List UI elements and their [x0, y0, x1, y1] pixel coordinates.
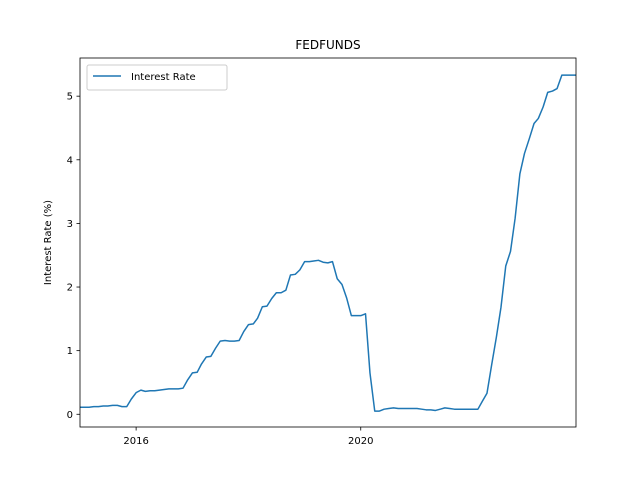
chart-title: FEDFUNDS — [295, 38, 360, 52]
legend-label: Interest Rate — [131, 72, 196, 83]
y-tick-label: 3 — [67, 219, 73, 230]
y-tick-label: 4 — [67, 155, 73, 166]
x-tick-label: 2020 — [348, 436, 373, 447]
y-axis-label: Interest Rate (%) — [43, 200, 54, 285]
y-tick-label: 1 — [67, 346, 73, 357]
series-line — [80, 74, 576, 412]
y-tick-label: 2 — [67, 283, 73, 294]
legend-box — [86, 64, 228, 91]
y-axis: 0 1 2 3 4 5 — [67, 92, 80, 421]
x-axis: 2016 2020 — [123, 427, 373, 447]
y-tick-label: 0 — [67, 410, 73, 421]
y-tick-label: 5 — [67, 92, 73, 103]
legend: Interest Rate — [86, 64, 228, 91]
x-tick-label: 2016 — [123, 436, 148, 447]
plot-area — [79, 57, 577, 428]
axes-frame — [79, 57, 577, 428]
series-layer — [80, 74, 576, 412]
